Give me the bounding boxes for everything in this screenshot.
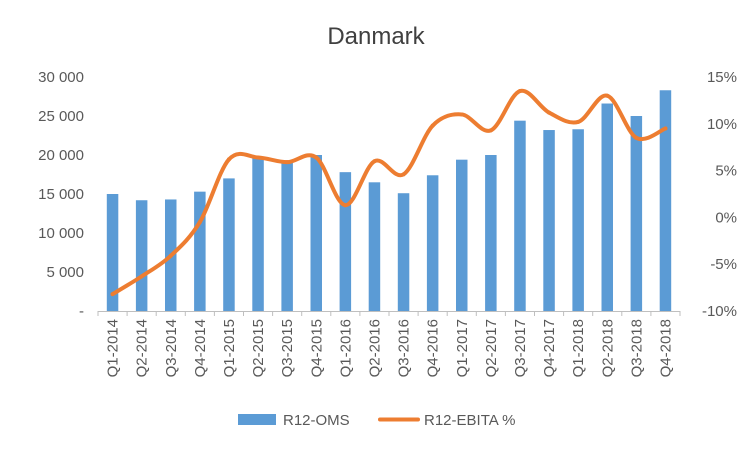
left-tick-label: 15 000 <box>38 186 84 203</box>
x-tick-label-q3-2015: Q3-2015 <box>279 319 296 377</box>
line-point-q4-2017 <box>547 110 552 115</box>
bar-q1-2014 <box>106 194 119 311</box>
bar-q1-2018 <box>572 129 584 311</box>
bar-q2-2015 <box>252 156 264 311</box>
line-point-q3-2015 <box>285 160 290 165</box>
bar-q3-2018 <box>630 116 643 311</box>
bar-q4-2015 <box>310 155 322 311</box>
left-tick-label: 25 000 <box>38 108 84 125</box>
x-tick-label-q1-2016: Q1-2016 <box>337 319 354 377</box>
line-point-q4-2015 <box>314 155 319 160</box>
line-point-q1-2016 <box>343 203 348 208</box>
line-point-q3-2014 <box>168 253 173 258</box>
x-tick-label-q2-2018: Q2-2018 <box>599 319 616 377</box>
chart-title: Danmark <box>327 23 425 50</box>
left-tick-label: 30 000 <box>38 69 84 86</box>
x-tick-label-q1-2017: Q1-2017 <box>454 319 471 377</box>
line-point-q4-2014 <box>197 220 202 225</box>
x-tick-label-q4-2014: Q4-2014 <box>192 319 209 377</box>
x-tick-label-q2-2014: Q2-2014 <box>134 319 151 377</box>
line-point-q2-2018 <box>605 93 610 98</box>
line-point-q2-2014 <box>139 274 144 279</box>
bar-q2-2018 <box>601 103 613 312</box>
bar-q2-2017 <box>485 155 497 311</box>
left-tick-label: 5 000 <box>46 264 84 281</box>
line-point-q3-2017 <box>517 89 522 94</box>
line-r12-ebita <box>110 88 668 297</box>
right-tick-label: 0% <box>715 209 737 226</box>
legend-swatch-r12-oms <box>238 414 276 425</box>
x-axis-ticks: Q1-2014 Q2-2014 Q3-2014 Q4-2014 Q1-2015 Q2-20… <box>97 311 681 377</box>
bar-q3-2015 <box>281 160 293 311</box>
right-tick-label: -5% <box>710 256 737 273</box>
bar-q1-2017 <box>456 159 468 311</box>
x-tick-label-q3-2014: Q3-2014 <box>163 319 180 377</box>
x-tick-label-q1-2015: Q1-2015 <box>221 319 238 377</box>
line-point-q3-2016 <box>401 172 406 177</box>
bar-q2-2016 <box>368 182 381 311</box>
bar-q3-2017 <box>514 120 526 312</box>
bar-q2-2014 <box>135 200 148 311</box>
right-tick-label: 15% <box>707 69 737 86</box>
line-point-q4-2018 <box>663 126 668 131</box>
bar-q1-2016 <box>339 172 352 311</box>
left-tick-label: 10 000 <box>38 225 84 242</box>
x-tick-label-q4-2016: Q4-2016 <box>425 319 442 377</box>
x-tick-label-q2-2016: Q2-2016 <box>366 319 383 377</box>
legend-label-r12-oms: R12-OMS <box>283 412 350 429</box>
legend-label-r12-ebita: R12-EBITA % <box>424 412 515 429</box>
x-tick-label-q2-2015: Q2-2015 <box>250 319 267 377</box>
line-point-q3-2018 <box>634 135 639 140</box>
left-axis-ticks: - 5 000 10 000 15 000 20 000 25 000 30 000 <box>38 69 84 320</box>
line-point-q4-2016 <box>430 123 435 128</box>
right-axis-ticks: -10% -5% 0% 5% 10% 15% <box>702 69 737 320</box>
line-point-q2-2015 <box>256 155 261 160</box>
bar-q4-2016 <box>426 175 439 311</box>
x-tick-label-q3-2016: Q3-2016 <box>396 319 413 377</box>
x-tick-label-q4-2015: Q4-2015 <box>308 319 325 377</box>
line-point-q1-2017 <box>459 112 464 117</box>
x-tick-label-q3-2018: Q3-2018 <box>628 319 645 377</box>
line-point-q1-2014 <box>110 292 115 297</box>
bar-q4-2017 <box>543 130 555 311</box>
x-tick-label-q1-2018: Q1-2018 <box>570 319 587 377</box>
line-point-q2-2016 <box>372 159 377 164</box>
x-tick-label-q2-2017: Q2-2017 <box>483 319 500 377</box>
line-point-q1-2018 <box>576 119 581 124</box>
bar-q3-2016 <box>397 193 410 311</box>
x-tick-label-q3-2017: Q3-2017 <box>512 319 529 377</box>
bar-q4-2014 <box>194 191 206 311</box>
left-tick-label: - <box>79 303 84 320</box>
line-series <box>110 88 668 297</box>
right-tick-label: 10% <box>707 116 737 133</box>
bar-q1-2015 <box>223 178 235 311</box>
right-tick-label: 5% <box>715 163 737 180</box>
x-tick-label-q1-2014: Q1-2014 <box>105 319 122 377</box>
x-tick-label-q4-2017: Q4-2017 <box>541 319 558 377</box>
left-tick-label: 20 000 <box>38 147 84 164</box>
right-tick-label: -10% <box>702 303 737 320</box>
line-point-q2-2017 <box>488 128 493 133</box>
bar-q4-2018 <box>659 90 672 311</box>
legend: R12-OMS R12-EBITA % <box>238 412 515 429</box>
line-point-q1-2015 <box>226 157 231 162</box>
x-tick-label-q4-2018: Q4-2018 <box>657 319 674 377</box>
